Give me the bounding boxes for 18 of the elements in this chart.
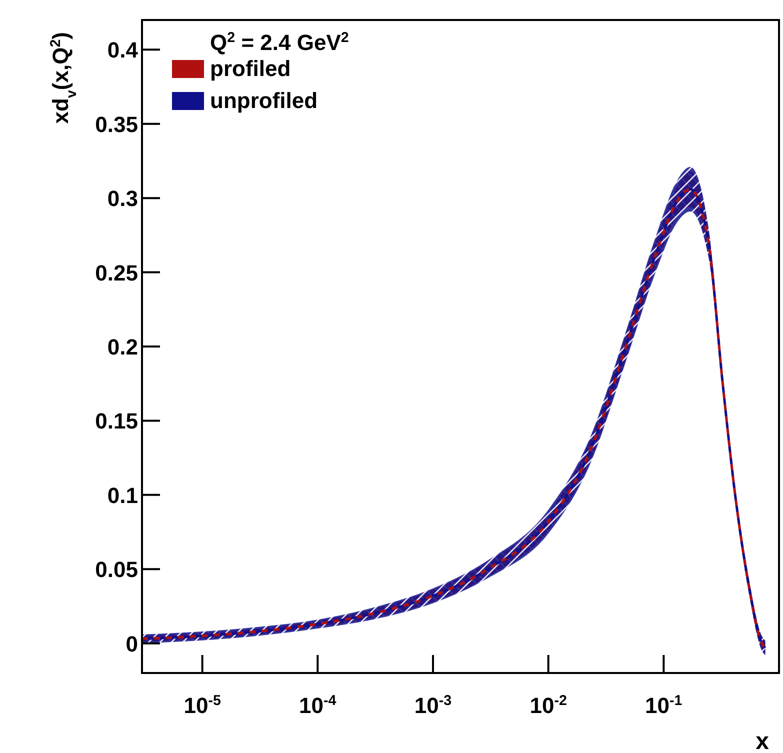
x-tick-label: 10$^{-2}$ bbox=[530, 693, 567, 718]
x-tick-label: 10$^{-3}$ bbox=[414, 693, 452, 718]
x-axis-title: x bbox=[756, 728, 770, 753]
x-tick-label: 10$^{-4}$ bbox=[299, 693, 336, 718]
y-tick-label: 0.2 bbox=[107, 334, 138, 360]
y-tick-label: 0.35 bbox=[95, 112, 138, 137]
x-tick-label: 10$^{-5}$ bbox=[184, 693, 221, 718]
y-tick-label: 0.05 bbox=[95, 557, 138, 582]
legend-label: unprofiled bbox=[210, 88, 318, 113]
y-tick-label: 0.1 bbox=[107, 482, 138, 508]
y-tick-label: 0.4 bbox=[107, 38, 139, 63]
y-tick-label: 0.3 bbox=[107, 186, 138, 212]
y-tick-label: 0.15 bbox=[95, 408, 138, 434]
x-tick-label: 10$^{-1}$ bbox=[645, 693, 682, 718]
annotation: Q$^{2}$ = 2.4 GeV$^{2}$ bbox=[210, 30, 349, 55]
y-tick-label: 0.25 bbox=[95, 260, 138, 286]
legend-label: profiled bbox=[210, 56, 291, 81]
y-tick-label: 0 bbox=[126, 631, 138, 656]
